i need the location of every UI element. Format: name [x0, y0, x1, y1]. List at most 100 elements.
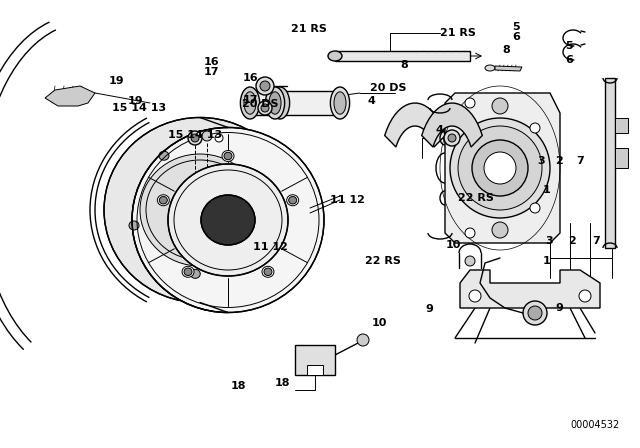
Text: 20 DS: 20 DS — [242, 99, 278, 109]
Text: 2: 2 — [556, 156, 563, 166]
Text: 9: 9 — [426, 304, 433, 314]
Text: 22 RS: 22 RS — [365, 256, 401, 266]
Polygon shape — [385, 103, 445, 147]
Circle shape — [256, 77, 274, 95]
Ellipse shape — [222, 151, 234, 161]
Text: 3: 3 — [538, 156, 545, 166]
Ellipse shape — [201, 195, 255, 245]
Ellipse shape — [241, 87, 260, 119]
Circle shape — [444, 130, 460, 146]
Circle shape — [492, 222, 508, 238]
Ellipse shape — [224, 152, 232, 160]
Ellipse shape — [157, 195, 170, 206]
Text: 4: 4 — [368, 96, 376, 106]
Ellipse shape — [184, 268, 192, 276]
Ellipse shape — [104, 117, 296, 302]
Text: 11 12: 11 12 — [253, 242, 287, 252]
Ellipse shape — [264, 268, 272, 276]
Text: 8: 8 — [400, 60, 408, 70]
Ellipse shape — [328, 51, 342, 61]
Circle shape — [448, 134, 456, 142]
Polygon shape — [280, 91, 340, 115]
Text: 6: 6 — [565, 55, 573, 65]
Circle shape — [528, 306, 542, 320]
Circle shape — [465, 98, 475, 108]
Circle shape — [469, 290, 481, 302]
Ellipse shape — [244, 92, 256, 114]
Polygon shape — [45, 86, 95, 106]
Polygon shape — [460, 270, 600, 308]
Circle shape — [458, 126, 542, 210]
Text: 3: 3 — [545, 236, 552, 246]
Ellipse shape — [287, 195, 299, 206]
Text: 16: 16 — [243, 73, 258, 83]
Text: 11 12: 11 12 — [330, 195, 365, 205]
Circle shape — [357, 334, 369, 346]
Text: 10: 10 — [371, 318, 387, 327]
Text: 19: 19 — [109, 76, 124, 86]
Text: 4: 4 — [435, 125, 443, 135]
Ellipse shape — [190, 269, 200, 278]
Polygon shape — [615, 148, 628, 168]
Text: 9: 9 — [555, 303, 563, 313]
Text: 1: 1 — [543, 185, 550, 195]
Ellipse shape — [129, 221, 139, 230]
Circle shape — [492, 98, 508, 114]
Circle shape — [523, 301, 547, 325]
Ellipse shape — [270, 87, 290, 119]
Text: 18: 18 — [230, 381, 246, 391]
Circle shape — [258, 101, 272, 115]
Text: 17: 17 — [204, 67, 219, 77]
Ellipse shape — [159, 197, 167, 204]
Text: 22 RS: 22 RS — [458, 193, 494, 203]
Circle shape — [484, 152, 516, 184]
Polygon shape — [445, 93, 560, 243]
Polygon shape — [605, 78, 615, 248]
Text: 2: 2 — [568, 236, 576, 246]
Text: 8: 8 — [502, 45, 509, 55]
Ellipse shape — [330, 87, 349, 119]
Ellipse shape — [159, 151, 169, 160]
Circle shape — [472, 140, 528, 196]
Ellipse shape — [168, 164, 288, 276]
Ellipse shape — [262, 266, 274, 277]
Polygon shape — [250, 91, 275, 115]
Ellipse shape — [132, 128, 324, 313]
Text: 6: 6 — [512, 32, 520, 42]
Text: 10: 10 — [446, 240, 461, 250]
Ellipse shape — [269, 92, 281, 114]
Text: 21 RS: 21 RS — [291, 24, 327, 34]
Circle shape — [261, 104, 269, 112]
Circle shape — [579, 290, 591, 302]
Polygon shape — [422, 103, 483, 147]
Circle shape — [530, 123, 540, 133]
Circle shape — [465, 256, 475, 266]
Polygon shape — [307, 365, 323, 375]
Text: 18: 18 — [275, 378, 291, 388]
Text: 5: 5 — [565, 41, 573, 51]
Circle shape — [530, 203, 540, 213]
Ellipse shape — [266, 87, 285, 119]
Polygon shape — [335, 51, 470, 61]
Text: 7: 7 — [576, 156, 584, 166]
Text: 21 RS: 21 RS — [440, 28, 476, 38]
Circle shape — [465, 228, 475, 238]
Ellipse shape — [170, 182, 230, 237]
Polygon shape — [495, 66, 522, 71]
Text: 1: 1 — [543, 256, 551, 266]
Text: 15 14 13: 15 14 13 — [112, 103, 166, 113]
Text: 20 DS: 20 DS — [370, 83, 406, 93]
Polygon shape — [615, 118, 628, 133]
Ellipse shape — [289, 197, 297, 204]
Ellipse shape — [140, 154, 260, 266]
Circle shape — [191, 134, 199, 142]
Text: 19: 19 — [128, 96, 143, 106]
Text: 5: 5 — [512, 22, 520, 32]
Circle shape — [202, 131, 212, 141]
Ellipse shape — [182, 266, 194, 277]
Text: 17: 17 — [243, 95, 258, 105]
Circle shape — [260, 81, 270, 91]
Polygon shape — [295, 345, 335, 375]
Text: 15 14 13: 15 14 13 — [168, 130, 222, 140]
Circle shape — [188, 131, 202, 145]
